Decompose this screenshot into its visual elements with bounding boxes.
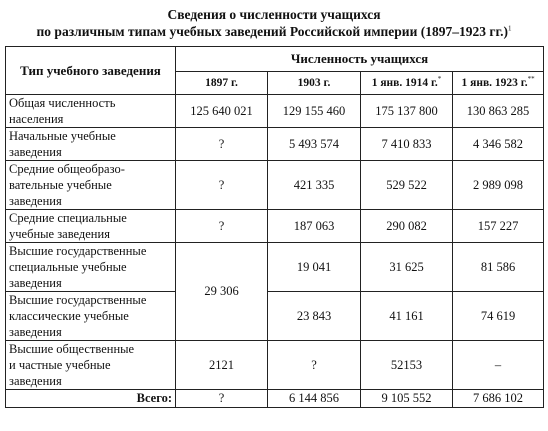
cell-value: 7 410 833 <box>360 127 453 161</box>
cell-value-merged: 29 306 <box>175 242 268 341</box>
row-label: Общая численность населения <box>5 94 176 128</box>
cell-value: ? <box>175 160 268 210</box>
header-year-1897: 1897 г. <box>175 71 268 95</box>
row-label-line: и частные учебные <box>9 358 111 372</box>
row-label-line: Средние общеобразо- <box>9 162 125 176</box>
header-year-1914: 1 янв. 1914 г.* <box>360 71 453 95</box>
cell-value: 19 041 <box>267 242 361 292</box>
students-table: Тип учебного заведения Численность учащи… <box>5 46 545 408</box>
header-year-label: 1903 г. <box>297 77 331 89</box>
row-label: Высшие государственные классические учеб… <box>5 291 176 341</box>
row-label-line: специальные учебные <box>9 260 127 274</box>
header-type: Тип учебного заведения <box>5 46 176 95</box>
cell-value: 529 522 <box>360 160 453 210</box>
cell-value: 81 586 <box>451 242 545 292</box>
cell-value: 2 989 098 <box>451 160 545 210</box>
cell-value: 157 227 <box>451 209 545 243</box>
title-line-2: по различным типам учебных заведений Рос… <box>0 23 548 40</box>
header-year-label: 1897 г. <box>205 77 238 89</box>
row-label: Высшие общественные и частные учебные за… <box>5 340 176 390</box>
cell-value: 23 843 <box>267 291 361 341</box>
cell-value: 4 346 582 <box>451 127 545 161</box>
table-row: Начальные учебные заведения ? 5 493 574 … <box>5 127 545 161</box>
row-label-line: Средние специальные <box>9 211 127 225</box>
cell-value: 52153 <box>360 340 453 390</box>
header-year-mark: * <box>437 75 442 84</box>
row-label-line: заведения <box>9 194 62 208</box>
cell-value: 175 137 800 <box>360 94 453 128</box>
total-value: 6 144 856 <box>267 389 361 408</box>
cell-value: 5 493 574 <box>267 127 361 161</box>
row-label-line: заведения <box>9 145 62 159</box>
cell-value: ? <box>175 209 268 243</box>
total-value: 7 686 102 <box>451 389 545 408</box>
total-row: Всего: ? 6 144 856 9 105 552 7 686 102 <box>5 389 545 408</box>
header-year-mark: ** <box>527 75 535 84</box>
row-label-line: населения <box>9 112 64 126</box>
table-title: Сведения о численности учащихся по разли… <box>0 6 548 40</box>
cell-value: ? <box>175 127 268 161</box>
row-label-line: Общая численность <box>9 96 116 110</box>
table-row: Высшие государственные классические учеб… <box>5 291 545 341</box>
row-label-line: заведения <box>9 325 62 339</box>
header-year-label: 1 янв. 1914 г. <box>371 77 438 89</box>
cell-value: 129 155 460 <box>267 94 361 128</box>
cell-value: 41 161 <box>360 291 453 341</box>
total-value: ? <box>175 389 268 408</box>
cell-value: 125 640 021 <box>175 94 268 128</box>
cell-value: 421 335 <box>267 160 361 210</box>
row-label: Средние общеобразо- вательные учебные за… <box>5 160 176 210</box>
row-label-line: Высшие государственные <box>9 293 147 307</box>
title-line-1: Сведения о численности учащихся <box>167 7 381 22</box>
row-label-line: учебные заведения <box>9 227 110 241</box>
header-year-1903: 1903 г. <box>267 71 361 95</box>
cell-value: 74 619 <box>451 291 545 341</box>
row-label: Начальные учебные заведения <box>5 127 176 161</box>
row-label-line: заведения <box>9 374 62 388</box>
table-row: Средние общеобразо- вательные учебные за… <box>5 160 545 210</box>
title-footnote-mark: 1 <box>507 24 512 33</box>
cell-value: 130 863 285 <box>451 94 545 128</box>
row-label-line: заведения <box>9 276 62 290</box>
row-label: Средние специальные учебные заведения <box>5 209 176 243</box>
cell-value: 290 082 <box>360 209 453 243</box>
header-year-label: 1 янв. 1923 г. <box>461 77 528 89</box>
table-row: Общая численность населения 125 640 021 … <box>5 94 545 128</box>
cell-value: 187 063 <box>267 209 361 243</box>
row-label-line: вательные учебные <box>9 178 112 192</box>
row-label-line: Начальные учебные <box>9 129 116 143</box>
row-label-line: классические учебные <box>9 309 129 323</box>
title-line-2-text: по различным типам учебных заведений Рос… <box>36 24 508 39</box>
table-row: Высшие государственные специальные учебн… <box>5 242 545 341</box>
header-year-1923: 1 янв. 1923 г.** <box>451 71 545 95</box>
table-row: Средние специальные учебные заведения ? … <box>5 209 545 243</box>
row-label-line: Высшие общественные <box>9 342 135 356</box>
cell-value: ? <box>267 340 361 390</box>
cell-value: – <box>451 340 545 390</box>
row-label-line: Высшие государственные <box>9 244 147 258</box>
total-value: 9 105 552 <box>360 389 453 408</box>
cell-value: 2121 <box>175 340 268 390</box>
cell-value: 31 625 <box>360 242 453 292</box>
table-row: Высшие общественные и частные учебные за… <box>5 340 545 390</box>
row-label: Высшие государственные специальные учебн… <box>5 242 176 292</box>
header-group: Численность учащихся <box>174 46 545 72</box>
total-label: Всего: <box>5 389 176 408</box>
